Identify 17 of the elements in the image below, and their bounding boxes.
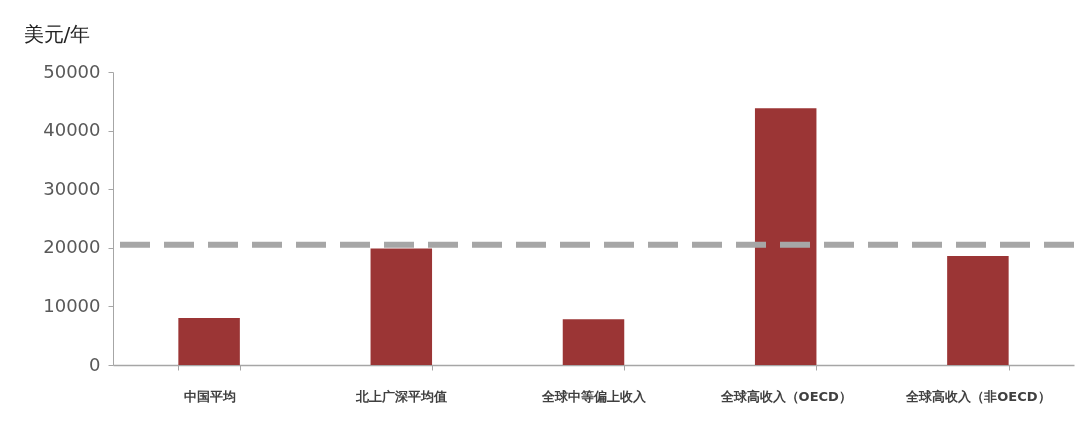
x-tick-label: 北上广深平均值 <box>355 388 448 404</box>
bar <box>370 248 433 365</box>
y-tick-label: 0 <box>89 353 101 375</box>
x-tick-label: 全球高收入（OECD） <box>719 388 852 404</box>
y-axis-title: 美元/年 <box>23 21 91 46</box>
y-tick-label: 30000 <box>43 177 101 199</box>
x-tick-label: 中国平均 <box>183 388 236 404</box>
bar <box>562 319 625 365</box>
bar <box>754 108 817 365</box>
x-tick-label: 全球高收入（非OECD） <box>905 388 1051 404</box>
x-tick-label: 全球中等偏上收入 <box>541 388 647 404</box>
bar <box>178 318 240 365</box>
y-tick-label: 40000 <box>43 119 101 141</box>
bar <box>947 256 1009 365</box>
y-tick-label: 10000 <box>43 294 101 316</box>
y-tick-label: 20000 <box>43 236 101 258</box>
y-tick-label: 50000 <box>43 60 101 82</box>
